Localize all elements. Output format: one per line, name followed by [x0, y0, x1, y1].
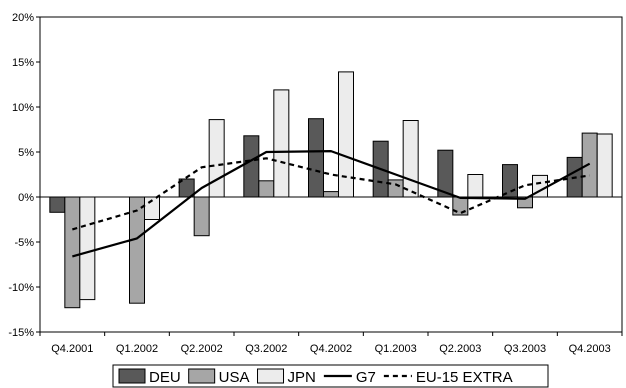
legend-swatch-jpn: [257, 368, 285, 384]
bar-usa: [258, 180, 275, 198]
y-tick-label: 20%: [12, 12, 34, 24]
bar-deu: [437, 149, 454, 198]
y-tick-label: 5%: [18, 147, 34, 159]
y-tick-label: -5%: [14, 237, 34, 249]
bar-usa: [323, 191, 339, 198]
bar-usa: [517, 196, 533, 209]
bar-deu: [502, 164, 518, 198]
bar-jpn: [79, 196, 96, 301]
bar-usa: [129, 196, 145, 304]
bar-usa: [387, 179, 404, 198]
bar-usa: [581, 132, 598, 198]
legend-swatch-usa: [188, 368, 216, 384]
x-tick-label: Q4.2002: [310, 343, 352, 355]
y-tick-label: 10%: [12, 102, 34, 114]
x-tick-label: Q1.2002: [116, 343, 158, 355]
legend: DEU USA JPN G7 EU-15 EXTRA: [112, 364, 549, 388]
bar-deu: [308, 118, 324, 198]
bar-jpn: [338, 71, 354, 198]
line-g7: [72, 150, 591, 258]
bar-jpn: [402, 120, 419, 198]
legend-label-eu-15-extra: EU-15 EXTRA: [416, 369, 513, 386]
y-tick-label: -15%: [8, 327, 34, 339]
legend-label-jpn: JPN: [288, 369, 316, 386]
bar-jpn: [467, 174, 484, 198]
bar-deu: [49, 196, 66, 213]
bar-usa: [64, 196, 81, 309]
y-tick-label: -10%: [8, 282, 34, 294]
x-tick-label: Q4.2003: [569, 343, 611, 355]
bar-deu: [243, 135, 260, 198]
x-tick-label: Q3.2002: [245, 343, 287, 355]
x-tick-label: Q2.2002: [181, 343, 223, 355]
plot-frame: [39, 16, 623, 333]
bar-usa: [193, 196, 210, 237]
bar-deu: [178, 178, 195, 198]
bar-jpn: [273, 89, 290, 198]
legend-label-g7: G7: [356, 369, 376, 386]
line-eu-15-extra: [72, 157, 590, 231]
x-tick-label: Q1.2003: [375, 343, 417, 355]
x-tick-label: Q3.2003: [504, 343, 546, 355]
legend-label-usa: USA: [219, 369, 250, 386]
bar-usa: [452, 196, 469, 216]
y-tick-label: 15%: [12, 57, 34, 69]
x-tick-label: Q4.2001: [51, 343, 93, 355]
bar-jpn: [208, 119, 225, 198]
x-tick-label: Q2.2003: [439, 343, 481, 355]
bar-jpn: [596, 133, 613, 198]
legend-swatch-deu: [118, 368, 146, 384]
y-tick-label: 0%: [18, 192, 34, 204]
legend-label-deu: DEU: [149, 369, 181, 386]
plot-area: -15% -10% -5% 0% 5% 10% 15% 20% Q4.2001 Q1.2002 Q2…: [8, 12, 623, 355]
